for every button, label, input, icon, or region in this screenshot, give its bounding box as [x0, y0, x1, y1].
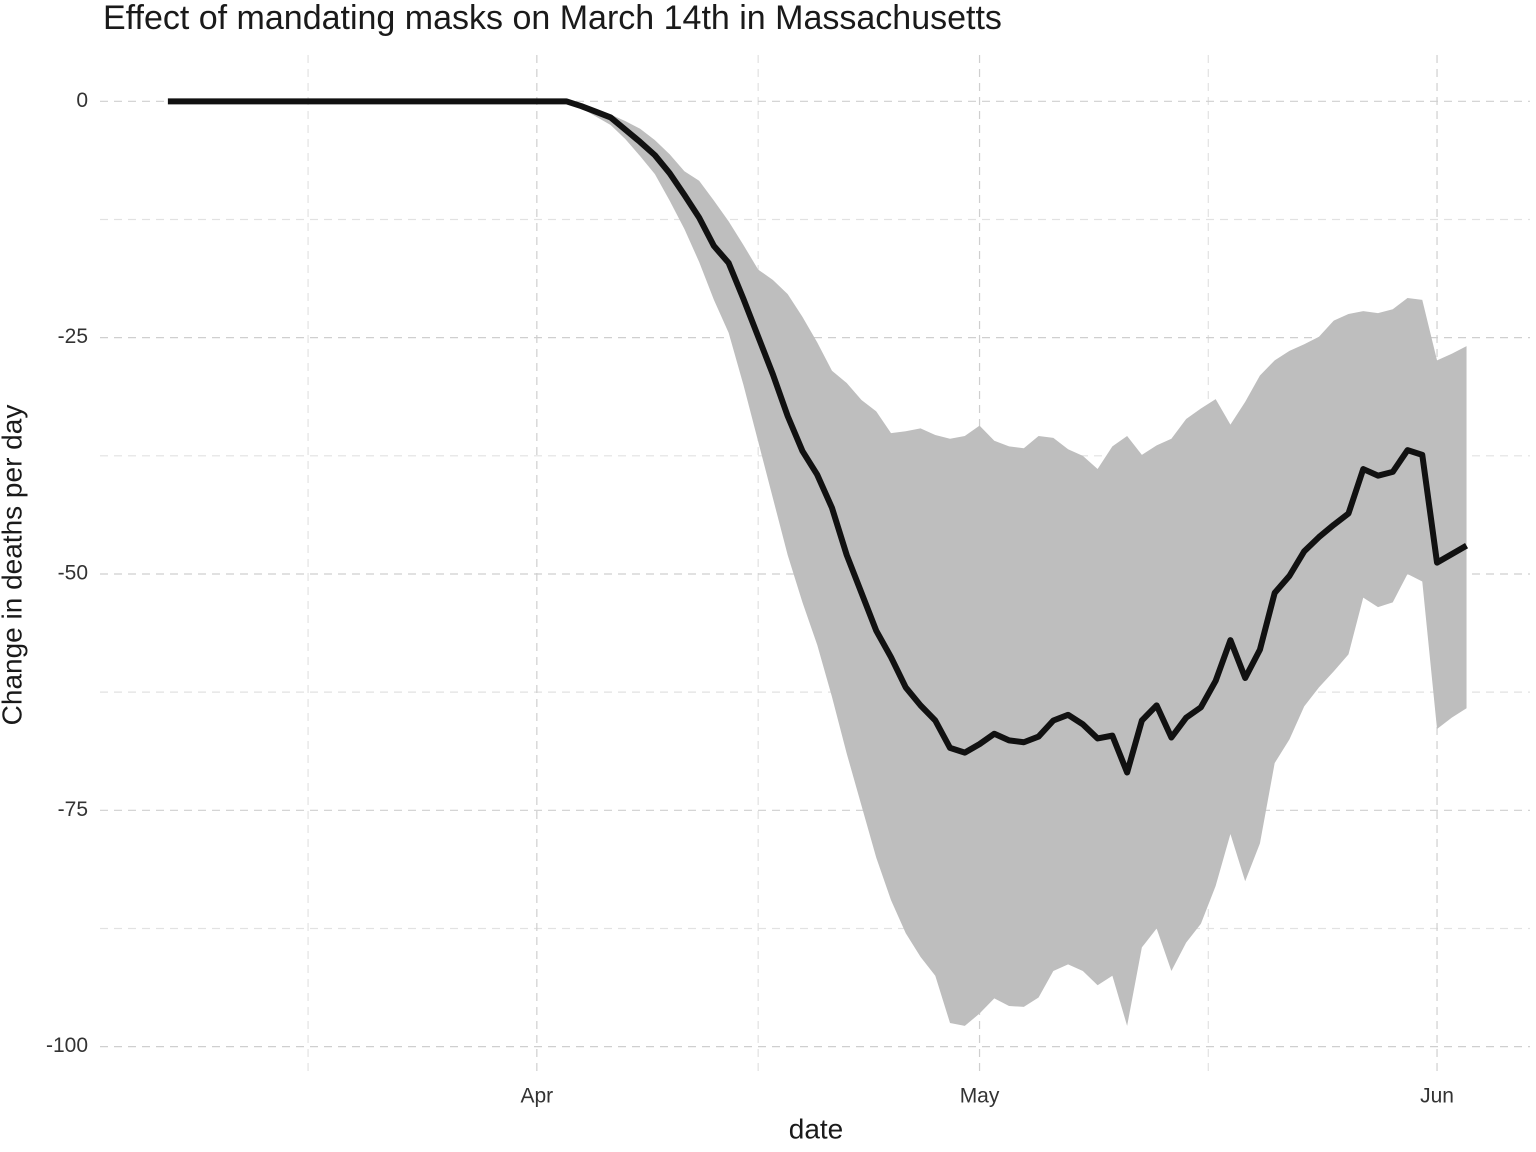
y-tick-label: -75 — [58, 798, 88, 821]
chart-title: Effect of mandating masks on March 14th … — [103, 0, 1002, 37]
x-tick-label: Apr — [520, 1085, 553, 1108]
x-tick-label: May — [960, 1085, 1000, 1108]
y-axis-label: Change in deaths per day — [0, 405, 27, 726]
y-tick-label: -100 — [46, 1034, 88, 1057]
y-tick-label: 0 — [76, 89, 88, 112]
y-tick-label: -25 — [58, 325, 88, 348]
line — [167, 98, 1469, 776]
confidence-band — [167, 101, 1467, 1026]
y-tick-label: -50 — [58, 562, 88, 585]
x-axis-label: date — [789, 1113, 844, 1144]
x-tick-label: Jun — [1420, 1085, 1454, 1108]
